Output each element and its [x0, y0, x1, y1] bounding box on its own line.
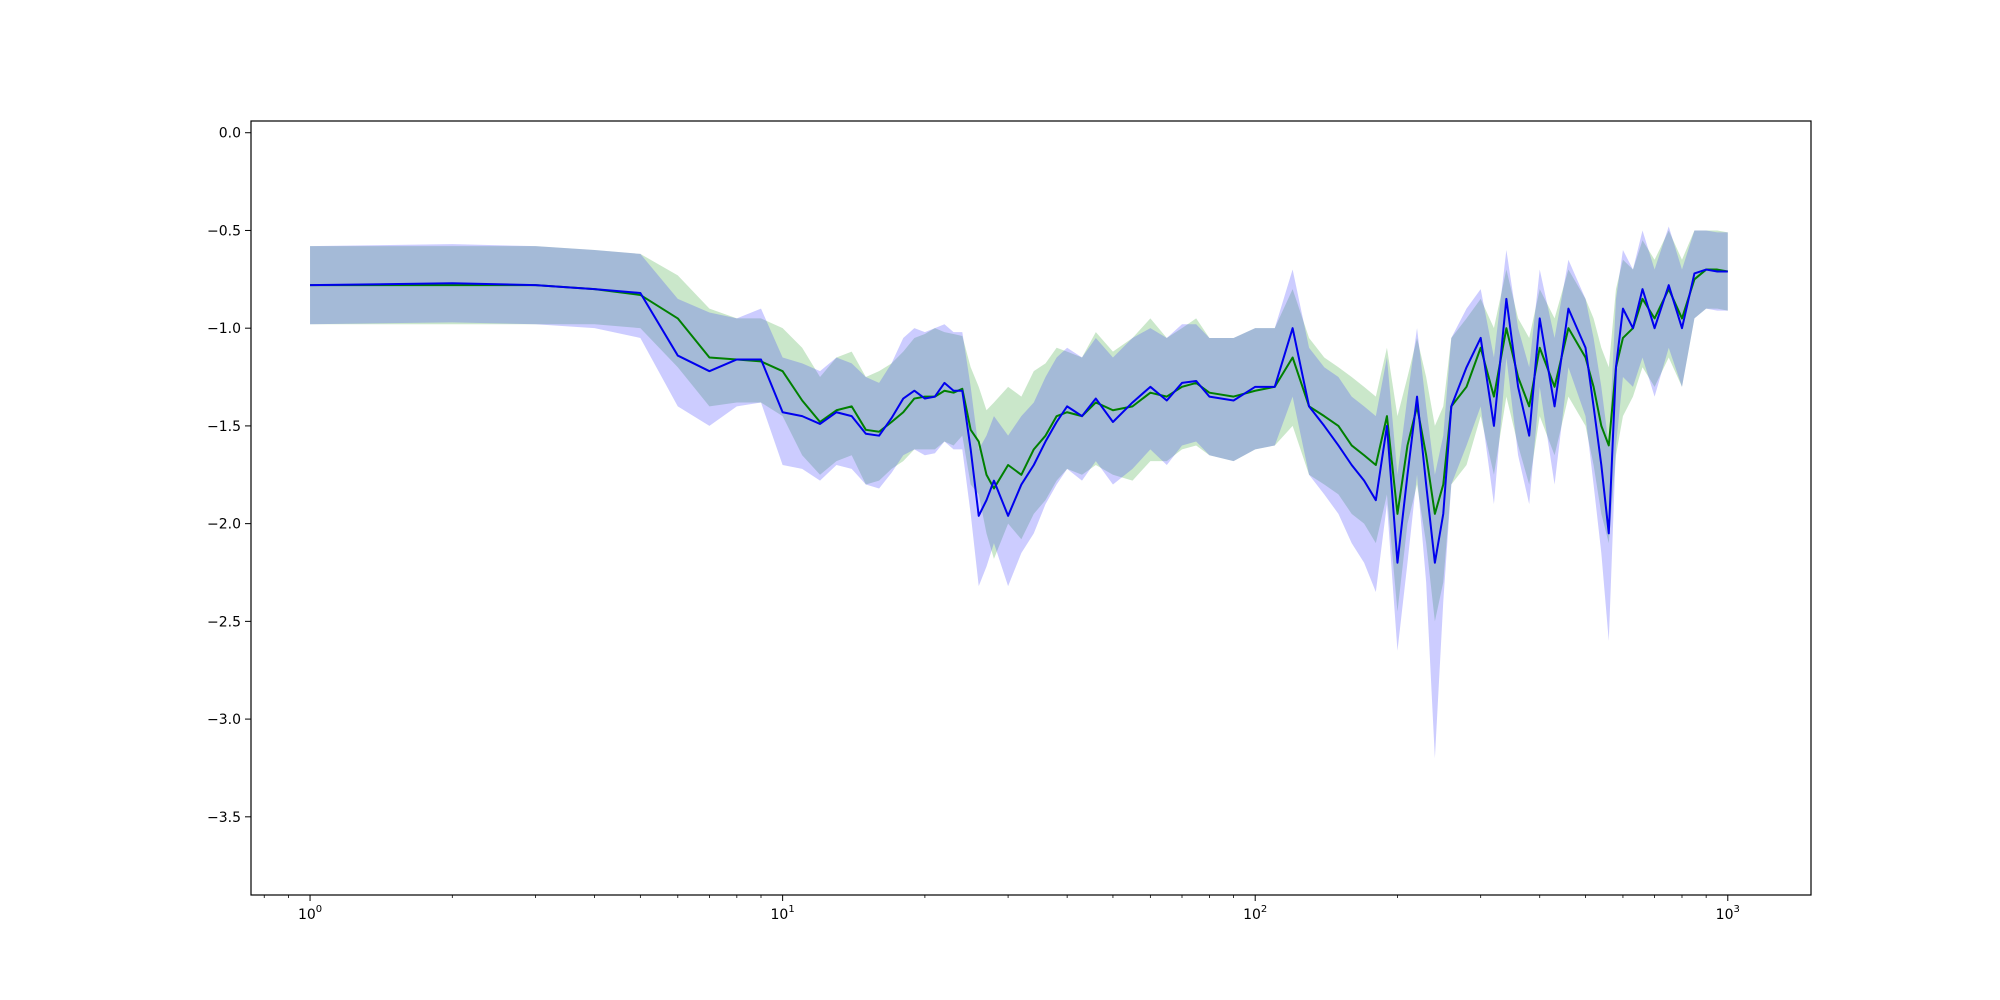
series-1-band	[310, 230, 1728, 622]
y-tick-label: −1.0	[207, 321, 241, 337]
series-2-line	[310, 268, 1728, 564]
x-tick-label: 100	[298, 904, 322, 923]
y-tick-label: −1.5	[207, 419, 241, 435]
plot-frame	[250, 120, 1812, 896]
series-lines	[310, 268, 1728, 564]
y-tick-label: −2.5	[207, 614, 241, 630]
series-1-line	[310, 268, 1728, 515]
x-tick-label: 102	[1243, 904, 1267, 923]
y-tick-label: −3.5	[207, 810, 241, 826]
y-axis: 0.0 −0.5 −1.0 −1.5 −2.0 −2.5 −3.0 −3.5	[207, 126, 251, 826]
x-tick-label: 103	[1716, 904, 1740, 923]
y-tick-label: 0.0	[219, 126, 241, 142]
y-tick-label: −0.5	[207, 223, 241, 239]
x-tick-label: 101	[771, 904, 795, 923]
y-tick-label: −2.0	[207, 517, 241, 533]
x-axis: 100 101 102 103	[263, 895, 1740, 923]
y-tick-label: −3.0	[207, 712, 241, 728]
